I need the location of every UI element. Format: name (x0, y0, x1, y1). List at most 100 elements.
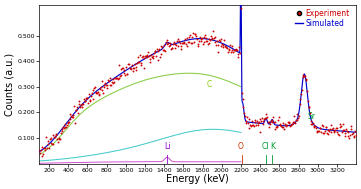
Point (319, 124, 325, 127)
Point (76, 100, 82, 103)
Point (278, 123, 283, 126)
Point (65, 120, 70, 123)
Point (37, 152, 43, 155)
Point (256, 121, 262, 124)
Point (265, 121, 271, 124)
Point (161, 49, 166, 52)
Point (153, 55, 159, 58)
Point (295, 117, 301, 120)
Point (60, 125, 66, 128)
Point (61, 126, 67, 129)
Point (39, 154, 44, 157)
Point (332, 128, 338, 131)
Point (64, 124, 70, 127)
Point (123, 66, 129, 69)
Point (147, 58, 152, 61)
Point (174, 40, 180, 43)
Point (142, 54, 148, 57)
Point (253, 123, 259, 126)
Point (274, 126, 280, 129)
Point (192, 32, 197, 35)
Point (215, 44, 221, 47)
Point (50, 142, 56, 145)
Point (309, 123, 314, 126)
Point (59, 130, 65, 133)
Point (119, 74, 125, 77)
Point (323, 125, 329, 128)
Point (282, 122, 288, 125)
Point (320, 132, 326, 135)
Point (228, 50, 234, 53)
Point (209, 37, 214, 40)
Point (203, 37, 209, 40)
Point (261, 119, 266, 122)
Point (244, 122, 249, 125)
Point (187, 34, 193, 37)
Point (229, 44, 235, 47)
Point (223, 45, 229, 48)
Point (178, 44, 184, 47)
Point (124, 73, 130, 76)
Point (266, 120, 271, 123)
Point (271, 120, 277, 123)
Point (241, 112, 247, 115)
Point (169, 47, 175, 50)
Point (148, 53, 154, 57)
Point (70, 116, 75, 119)
Point (118, 67, 123, 70)
Point (161, 43, 167, 46)
Point (270, 115, 276, 118)
Point (307, 111, 313, 114)
Point (75, 111, 81, 114)
Point (267, 122, 273, 125)
Point (249, 120, 255, 123)
Point (196, 40, 202, 43)
Point (111, 81, 117, 84)
Point (120, 67, 126, 70)
Point (113, 76, 118, 79)
Point (131, 66, 137, 69)
Point (340, 123, 345, 126)
Point (55, 140, 61, 143)
Point (234, 49, 240, 52)
Point (313, 127, 319, 130)
Point (56, 137, 61, 140)
Text: C: C (207, 80, 212, 89)
Point (100, 92, 106, 95)
Point (136, 60, 142, 63)
Point (151, 56, 156, 59)
Point (107, 83, 113, 86)
Point (90, 88, 96, 91)
X-axis label: Energy (keV): Energy (keV) (166, 174, 229, 184)
Point (164, 39, 170, 42)
Point (173, 46, 178, 49)
Point (231, 48, 237, 51)
Point (238, 0, 243, 2)
Point (222, 45, 228, 48)
Point (292, 114, 297, 117)
Point (187, 41, 192, 44)
Point (48, 137, 54, 140)
Point (172, 43, 178, 46)
Point (101, 85, 107, 88)
Point (226, 47, 231, 50)
Point (106, 79, 112, 82)
Point (77, 105, 83, 108)
Point (284, 123, 290, 126)
Point (280, 125, 286, 129)
Text: K: K (270, 142, 275, 151)
Point (78, 104, 84, 107)
Point (246, 117, 252, 120)
Point (151, 51, 157, 54)
Point (286, 121, 292, 124)
Point (236, 46, 242, 49)
Point (257, 131, 263, 134)
Point (202, 33, 208, 36)
Point (165, 41, 171, 44)
Point (51, 135, 57, 138)
Point (146, 55, 152, 58)
Point (108, 84, 114, 87)
Point (251, 124, 257, 127)
Point (110, 82, 116, 85)
Point (122, 74, 128, 77)
